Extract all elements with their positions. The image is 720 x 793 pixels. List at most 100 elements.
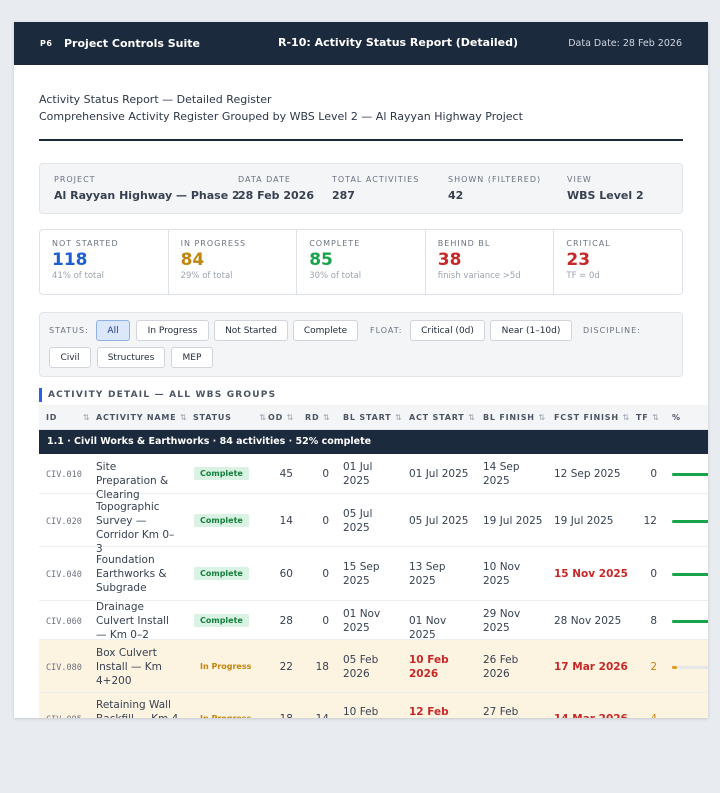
baseline-start: 01 Nov 2025: [343, 607, 381, 634]
report-heading-line1: Activity Status Report — Detailed Regist…: [39, 93, 272, 106]
filter-status-in-progress[interactable]: In Progress: [136, 320, 209, 341]
data-date-label: Data Date: 28 Feb 2026: [568, 38, 682, 49]
col-bl-finish[interactable]: BL FINISH ⇅: [483, 413, 546, 422]
remaining-duration: 0: [322, 514, 329, 527]
baseline-finish: 10 Nov 2025: [483, 561, 521, 587]
col-act-start[interactable]: ACT START ⇅: [409, 413, 476, 422]
activity-id: CIV.040: [46, 570, 82, 580]
stat-complete: COMPLETE 85 30% of total: [297, 230, 426, 294]
stat-label: NOT STARTED: [52, 239, 119, 248]
table-row[interactable]: CIV.010 Site Preparation & Clearing Comple…: [39, 454, 708, 501]
filter-float-critical[interactable]: Critical (0d): [410, 320, 485, 341]
activity-id: CIV.020: [46, 516, 82, 527]
table-body: CIV.010 Site Preparation & Clearing Comple…: [39, 454, 708, 718]
forecast-finish: 14 Mar 2026: [554, 712, 634, 718]
total-float: 0: [650, 468, 657, 480]
activity-name: Drainage Culvert Install — Km 0–2: [96, 600, 169, 641]
progress-bar: [672, 665, 708, 669]
activity-name: Topographic Survey — Corridor Km 0–3: [96, 500, 175, 555]
report-heading-line2: Comprehensive Activity Register Grouped …: [39, 110, 523, 123]
activity-id: CIV.060: [46, 616, 82, 627]
actual-start: 01 Nov 2025: [409, 614, 447, 641]
forecast-finish: 15 Nov 2025: [554, 568, 628, 580]
activity-name: Site Preparation & Clearing: [96, 461, 169, 501]
col-status[interactable]: STATUS ⇅: [193, 413, 267, 422]
progress-bar: [672, 573, 708, 576]
summary-total-value: 287: [332, 189, 355, 202]
original-duration: 14: [279, 514, 293, 527]
stat-label: IN PROGRESS: [180, 239, 247, 248]
section-title: ACTIVITY DETAIL — ALL WBS GROUPS: [39, 388, 683, 402]
stat-subtext: 30% of total: [309, 271, 362, 281]
actual-start: 10 Feb 2026: [409, 653, 449, 680]
summary-view: VIEW WBS Level 2: [567, 175, 644, 202]
filter-discipline-mep[interactable]: MEP: [171, 347, 213, 368]
col-percent[interactable]: %: [672, 413, 681, 422]
baseline-finish: 26 Feb 2026: [483, 653, 519, 680]
filter-discipline-civil[interactable]: Civil: [49, 347, 91, 368]
filter-discipline-structures[interactable]: Structures: [97, 347, 165, 368]
col-fcst-finish[interactable]: FCST FINISH ⇅: [554, 413, 630, 422]
stat-subtext: 41% of total: [52, 271, 104, 281]
table-row[interactable]: CIV.095 Retaining Wall Backfill — Km 4 In …: [39, 693, 708, 718]
stat-label: BEHIND BL: [437, 239, 491, 248]
summary-panel: PROJECT Al Rayyan Highway — Phase 2 DATA…: [39, 163, 683, 214]
summary-view-value: WBS Level 2: [567, 189, 644, 202]
stat-label: COMPLETE: [309, 239, 361, 248]
table-header: ID ⇅ ACTIVITY NAME ⇅ STATUS ⇅ OD ⇅ RD ⇅ …: [39, 405, 708, 430]
total-float: 12: [643, 514, 657, 527]
summary-total-label: TOTAL ACTIVITIES: [332, 175, 420, 184]
status-badge: Complete: [194, 513, 249, 527]
activity-id: CIV.010: [46, 470, 82, 480]
summary-data-date: DATA DATE 28 Feb 2026: [238, 175, 314, 202]
col-activity-name[interactable]: ACTIVITY NAME ⇅: [96, 413, 188, 422]
col-rd[interactable]: RD ⇅: [305, 413, 331, 422]
col-bl-start[interactable]: BL START ⇅: [343, 413, 403, 422]
forecast-finish: 12 Sep 2025: [554, 468, 621, 480]
summary-project-label: PROJECT: [54, 175, 96, 184]
table-row[interactable]: CIV.080 Box Culvert Install — Km 4+200 In …: [39, 640, 708, 693]
original-duration: 18: [267, 712, 293, 718]
status-badge: Complete: [194, 567, 249, 580]
filter-status-all[interactable]: All: [96, 320, 130, 341]
wbs-group-row[interactable]: 1.1 · Civil Works & Earthworks · 84 acti…: [39, 430, 708, 454]
activity-name: Box Culvert Install — Km 4+200: [96, 646, 162, 687]
stat-subtext: 29% of total: [180, 271, 233, 281]
summary-project-value: Al Rayyan Highway — Phase 2: [54, 189, 240, 202]
baseline-start: 05 Jul 2025: [343, 507, 373, 534]
baseline-start: 01 Jul 2025: [343, 461, 373, 487]
summary-date-value: 28 Feb 2026: [238, 189, 314, 202]
status-badge: In Progress: [194, 712, 257, 718]
stat-behind-bl: BEHIND BL 38 finish variance >5d: [426, 230, 555, 294]
actual-start: 13 Sep 2025: [409, 561, 446, 587]
col-tf[interactable]: TF ⇅: [636, 413, 660, 422]
status-stats: NOT STARTED 118 41% of total IN PROGRESS…: [39, 229, 683, 295]
top-bar: P6 Project Controls Suite R-10: Activity…: [14, 22, 708, 65]
original-duration: 22: [279, 660, 293, 673]
col-id[interactable]: ID ⇅: [46, 413, 91, 422]
status-badge: In Progress: [200, 661, 252, 671]
forecast-finish: 19 Jul 2025: [554, 514, 614, 527]
filter-status-complete[interactable]: Complete: [293, 320, 358, 341]
stat-subtext: finish variance >5d: [437, 271, 521, 281]
baseline-start: 15 Sep 2025: [343, 561, 380, 587]
stat-value: 38: [437, 250, 462, 270]
summary-shown: SHOWN (FILTERED) 42: [448, 175, 541, 202]
activity-id: CIV.095: [46, 713, 82, 718]
status-badge: Complete: [194, 613, 249, 627]
stat-value: 23: [566, 250, 591, 270]
table-row[interactable]: CIV.020 Topographic Survey — Corridor Km …: [39, 494, 708, 555]
progress-bar: [672, 473, 708, 476]
progress-bar: [672, 519, 708, 523]
progress-bar: [672, 619, 708, 623]
table-row[interactable]: CIV.040 Foundation Earthworks & Subgrade C…: [39, 547, 708, 601]
summary-view-label: VIEW: [567, 175, 592, 184]
table-row[interactable]: CIV.060 Drainage Culvert Install — Km 0–2…: [39, 600, 708, 641]
forecast-finish: 17 Mar 2026: [554, 660, 628, 673]
stat-label: CRITICAL: [566, 239, 611, 248]
col-od[interactable]: OD ⇅: [268, 413, 295, 422]
app-logo: P6: [40, 39, 53, 48]
filter-status-not-started[interactable]: Not Started: [214, 320, 288, 341]
filter-float-near[interactable]: Near (1–10d): [490, 320, 572, 341]
stat-critical: CRITICAL 23 TF = 0d: [554, 230, 682, 294]
